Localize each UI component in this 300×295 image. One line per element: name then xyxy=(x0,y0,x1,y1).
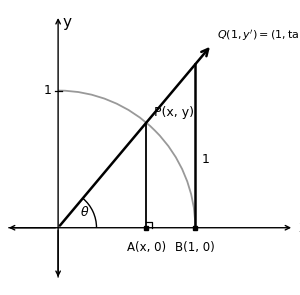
Text: θ: θ xyxy=(80,206,88,219)
Text: 1: 1 xyxy=(202,153,210,165)
Text: B(1, 0): B(1, 0) xyxy=(176,241,215,255)
Text: x: x xyxy=(298,220,300,235)
Text: y: y xyxy=(62,15,71,30)
Text: P(x, y): P(x, y) xyxy=(154,106,194,119)
Text: $Q(1, y') = (1, \tan(\theta))$: $Q(1, y') = (1, \tan(\theta))$ xyxy=(217,28,300,43)
Text: 1: 1 xyxy=(44,84,51,97)
Text: A(x, 0): A(x, 0) xyxy=(127,241,166,255)
